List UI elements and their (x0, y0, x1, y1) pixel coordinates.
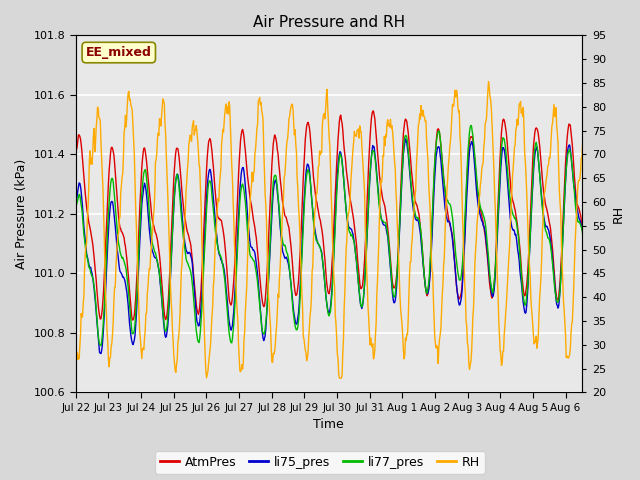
Text: EE_mixed: EE_mixed (86, 46, 152, 59)
Legend: AtmPres, li75_pres, li77_pres, RH: AtmPres, li75_pres, li77_pres, RH (155, 451, 485, 474)
X-axis label: Time: Time (314, 419, 344, 432)
Y-axis label: RH: RH (612, 205, 625, 223)
Y-axis label: Air Pressure (kPa): Air Pressure (kPa) (15, 159, 28, 269)
Title: Air Pressure and RH: Air Pressure and RH (253, 15, 405, 30)
